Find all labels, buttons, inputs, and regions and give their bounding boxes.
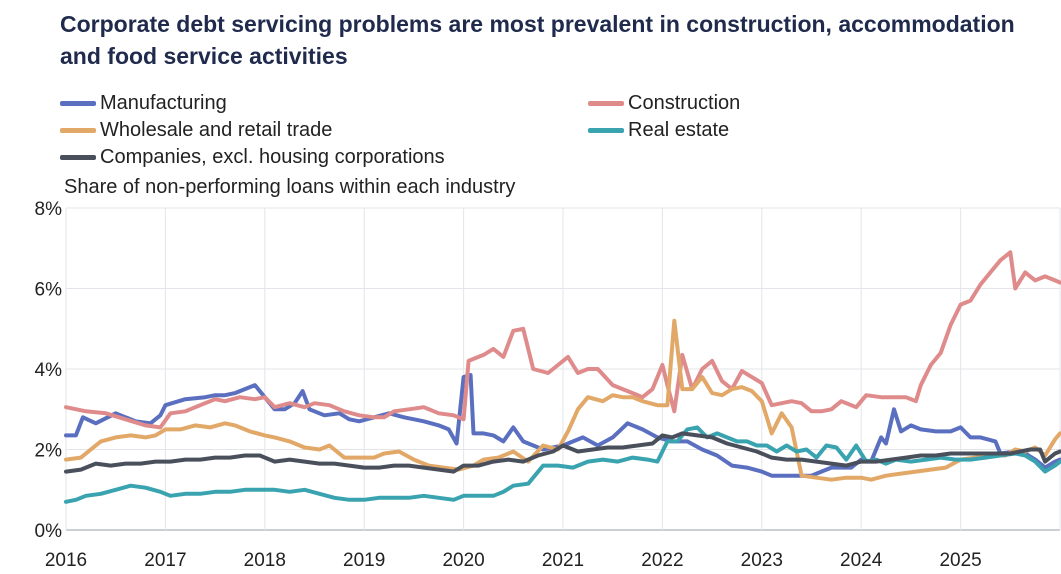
y-tick-label: 6% [35,280,63,301]
x-tick-label: 2019 [343,550,385,571]
series-line-companies-excl-housing-corporations [64,431,1061,474]
x-tick-label: 2023 [741,550,783,571]
legend-label-companies: Companies, excl. housing corporations [100,145,445,168]
legend-line-construction [588,100,624,106]
y-tick-label: 2% [35,441,63,462]
series-line-construction [64,250,1061,430]
legend-line-real-estate [588,127,624,133]
legend-label-manufacturing: Manufacturing [100,91,227,114]
legend-label-wholesale: Wholesale and retail trade [100,118,333,141]
x-tick-label: 2025 [939,550,981,571]
y-tick-label: 0% [35,521,63,542]
x-tick-label: 2016 [45,550,87,571]
legend: Manufacturing Construction Wholesale and… [60,90,1050,170]
legend-item-wholesale: Wholesale and retail trade [60,117,332,143]
legend-label-real-estate: Real estate [628,118,730,141]
x-tick-label: 2017 [144,550,186,571]
x-tick-label: 2020 [442,550,484,571]
legend-line-companies [60,154,96,160]
legend-item-companies: Companies, excl. housing corporations [60,144,445,170]
y-tick-label: 4% [35,360,63,381]
y-tick-label: 8% [35,199,63,220]
legend-item-real-estate: Real estate [588,117,729,143]
chart-subtitle: Share of non-performing loans within eac… [64,176,516,198]
series-line-wholesale-and-retail-trade [64,318,1061,482]
legend-line-manufacturing [60,100,96,106]
legend-item-construction: Construction [588,90,740,116]
x-tick-label: 2024 [840,550,883,571]
x-tick-label: 2021 [542,550,584,571]
legend-line-wholesale [60,127,96,133]
chart-title: Corporate debt servicing problems are mo… [60,11,1015,69]
legend-label-construction: Construction [628,91,741,114]
legend-item-manufacturing: Manufacturing [60,90,227,116]
x-tick-label: 2022 [641,550,683,571]
x-tick-label: 2018 [244,550,286,571]
